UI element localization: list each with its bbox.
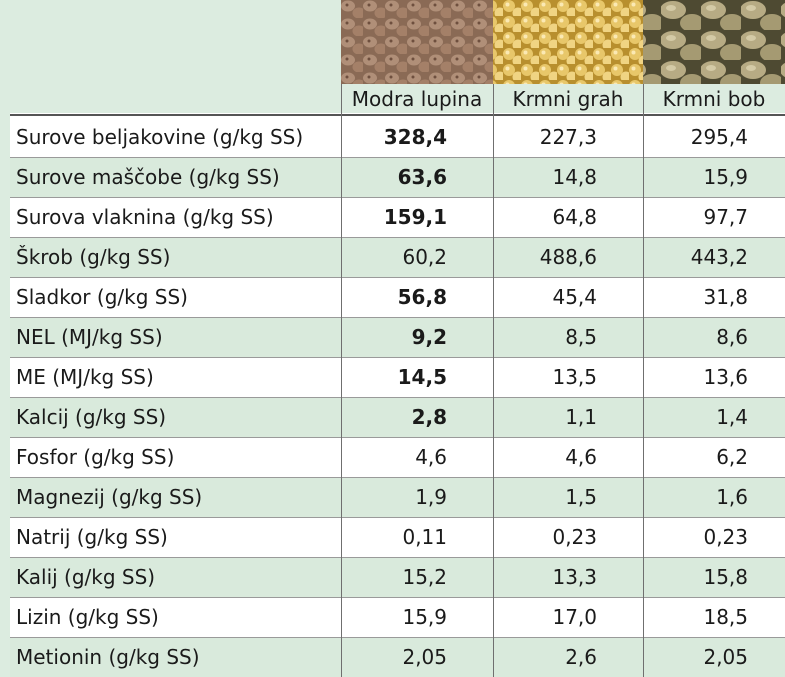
- value-cell: 2,6: [493, 637, 643, 677]
- value-cell: 6,2: [643, 437, 785, 477]
- row-label: NEL (MJ/kg SS): [10, 317, 341, 357]
- header-images: [341, 0, 785, 84]
- row-rule: [10, 157, 785, 158]
- value-cell: 13,5: [493, 357, 643, 397]
- value-cell: 443,2: [643, 237, 785, 277]
- value-cell: 488,6: [493, 237, 643, 277]
- value-cell: 1,1: [493, 397, 643, 437]
- edge-decoration: [0, 0, 10, 677]
- row-label: Magnezij (g/kg SS): [10, 477, 341, 517]
- row-label: Surove beljakovine (g/kg SS): [10, 117, 341, 157]
- row-label: Metionin (g/kg SS): [10, 637, 341, 677]
- value-cell: 15,8: [643, 557, 785, 597]
- value-cell: 15,9: [341, 597, 493, 637]
- value-cell: 328,4: [341, 117, 493, 157]
- column-rule: [643, 84, 644, 677]
- value-cell: 227,3: [493, 117, 643, 157]
- row-label: Škrob (g/kg SS): [10, 237, 341, 277]
- value-cell: 15,9: [643, 157, 785, 197]
- column-header: Krmni bob: [643, 84, 785, 114]
- value-cell: 2,05: [643, 637, 785, 677]
- value-cell: 0,23: [643, 517, 785, 557]
- column-header: Modra lupina: [341, 84, 493, 114]
- value-cell: 13,3: [493, 557, 643, 597]
- value-cell: 63,6: [341, 157, 493, 197]
- column-rule: [341, 84, 342, 677]
- row-rule: [10, 237, 785, 238]
- row-rule: [10, 477, 785, 478]
- row-rule: [10, 597, 785, 598]
- row-rule: [10, 317, 785, 318]
- value-cell: 14,5: [341, 357, 493, 397]
- row-label: Kalij (g/kg SS): [10, 557, 341, 597]
- row-rule: [10, 517, 785, 518]
- value-cell: 0,23: [493, 517, 643, 557]
- value-cell: 4,6: [493, 437, 643, 477]
- value-cell: 2,8: [341, 397, 493, 437]
- value-cell: 0,11: [341, 517, 493, 557]
- row-label: Surove maščobe (g/kg SS): [10, 157, 341, 197]
- value-cell: 15,2: [341, 557, 493, 597]
- row-rule: [10, 197, 785, 198]
- row-rule: [10, 357, 785, 358]
- value-cell: 14,8: [493, 157, 643, 197]
- row-label: Fosfor (g/kg SS): [10, 437, 341, 477]
- value-cell: 1,6: [643, 477, 785, 517]
- row-rule: [10, 557, 785, 558]
- row-rule: [10, 637, 785, 638]
- value-cell: 17,0: [493, 597, 643, 637]
- page: Modra lupinaKrmni grahKrmni bob Surove be…: [0, 0, 785, 677]
- row-label: Sladkor (g/kg SS): [10, 277, 341, 317]
- value-cell: 64,8: [493, 197, 643, 237]
- value-cell: 56,8: [341, 277, 493, 317]
- row-label: Natrij (g/kg SS): [10, 517, 341, 557]
- value-cell: 1,9: [341, 477, 493, 517]
- row-label: Kalcij (g/kg SS): [10, 397, 341, 437]
- row-label: ME (MJ/kg SS): [10, 357, 341, 397]
- column-header: Krmni grah: [493, 84, 643, 114]
- value-cell: 1,5: [493, 477, 643, 517]
- row-label: Surova vlaknina (g/kg SS): [10, 197, 341, 237]
- value-cell: 8,6: [643, 317, 785, 357]
- value-cell: 159,1: [341, 197, 493, 237]
- value-cell: 97,7: [643, 197, 785, 237]
- value-cell: 9,2: [341, 317, 493, 357]
- value-cell: 18,5: [643, 597, 785, 637]
- value-cell: 1,4: [643, 397, 785, 437]
- column-rule: [493, 84, 494, 677]
- value-cell: 2,05: [341, 637, 493, 677]
- header-rule: [10, 114, 785, 116]
- value-cell: 60,2: [341, 237, 493, 277]
- value-cell: 31,8: [643, 277, 785, 317]
- value-cell: 45,4: [493, 277, 643, 317]
- value-cell: 13,6: [643, 357, 785, 397]
- row-rule: [10, 277, 785, 278]
- row-label: Lizin (g/kg SS): [10, 597, 341, 637]
- value-cell: 295,4: [643, 117, 785, 157]
- value-cell: 8,5: [493, 317, 643, 357]
- row-rule: [10, 437, 785, 438]
- row-rule: [10, 397, 785, 398]
- value-cell: 4,6: [341, 437, 493, 477]
